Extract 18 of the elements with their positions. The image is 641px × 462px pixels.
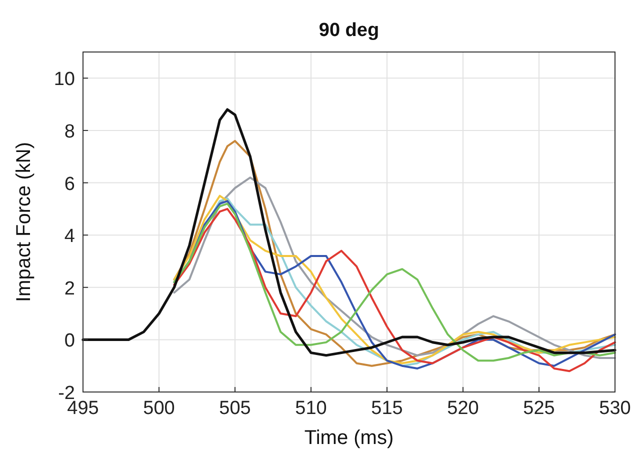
y-tick-label: 8 xyxy=(64,121,75,142)
x-tick-label: 530 xyxy=(599,398,631,419)
x-tick-label: 525 xyxy=(523,398,555,419)
y-tick-label: 6 xyxy=(64,174,75,195)
y-axis-title: Impact Force (kN) xyxy=(13,142,35,302)
x-tick-label: 500 xyxy=(143,398,175,419)
x-tick-label: 520 xyxy=(447,398,479,419)
chart-title: 90 deg xyxy=(318,20,380,41)
x-axis-title: Time (ms) xyxy=(304,427,394,449)
line-series xyxy=(82,108,616,357)
x-tick-label: 510 xyxy=(295,398,327,419)
x-tick-label: 505 xyxy=(219,398,251,419)
x-tick-label: 515 xyxy=(371,398,403,419)
y-tick-label: 2 xyxy=(64,278,75,300)
line-series xyxy=(173,140,616,367)
y-tick-label: 0 xyxy=(64,330,75,352)
y-tick-label: 10 xyxy=(54,69,75,90)
y-tick-label: 4 xyxy=(64,226,76,248)
